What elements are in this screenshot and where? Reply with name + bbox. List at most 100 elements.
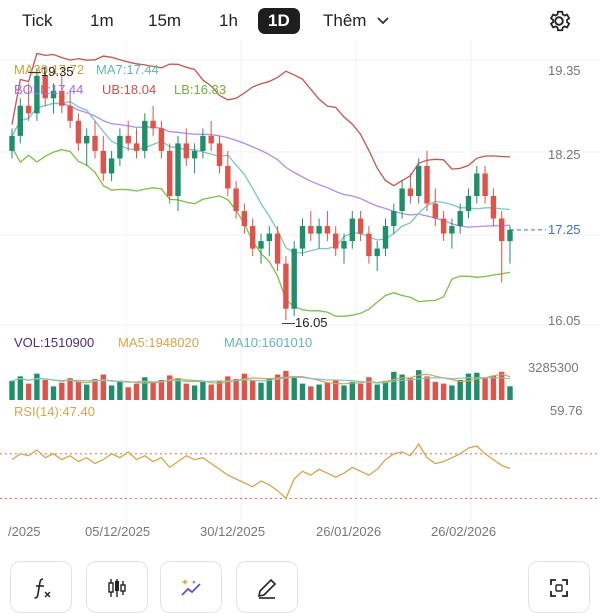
volume-bar (34, 373, 40, 400)
volume-bar (449, 385, 455, 400)
volume-bar (241, 373, 248, 400)
lower-band-label: LB:16.83 (174, 82, 227, 97)
candle-body (241, 211, 248, 227)
candle-body (100, 150, 106, 174)
volume-bar (324, 382, 331, 400)
volume-bar (42, 380, 48, 400)
candle-body (341, 241, 347, 249)
tab-1h[interactable]: 1h (219, 11, 238, 30)
candle-body (474, 173, 480, 196)
volume-bar (349, 381, 355, 400)
candle-body (59, 90, 65, 106)
volume-bar (9, 380, 15, 400)
ma7-label: MA7:17.44 (96, 62, 159, 77)
candle-body (17, 105, 23, 136)
candle-body (440, 218, 447, 234)
candle-body (308, 226, 314, 234)
fullscreen-button[interactable] (528, 561, 590, 613)
volume-bar (341, 385, 347, 400)
high-marker: —19.35 (28, 64, 74, 79)
volume-bar (208, 384, 214, 400)
magic-trend-icon (181, 579, 201, 596)
tab-1d[interactable]: 1D (258, 8, 300, 34)
stock-chart[interactable] (0, 40, 600, 555)
volume-bar (391, 371, 397, 400)
fullscreen-icon (550, 579, 568, 597)
volume-bar (108, 385, 115, 400)
candle-body (216, 143, 223, 166)
candle-body (374, 248, 380, 257)
candle-body (399, 188, 405, 212)
volume-bar (432, 381, 438, 400)
upper-band-label: UB:18.04 (102, 82, 157, 97)
volume-bar (258, 382, 264, 400)
volume-bar (250, 380, 256, 400)
volume-ma5-line (11, 373, 511, 385)
candle-body (507, 229, 513, 242)
candle-body (50, 90, 57, 99)
boll-label: BOLL:17.44 (14, 82, 84, 97)
more-dropdown[interactable]: Thêm (323, 8, 389, 34)
tab-15m[interactable]: 15m (148, 11, 182, 30)
x-axis-label: 26/02/2026 (431, 524, 497, 539)
volume-bar (283, 370, 289, 400)
volume-bar (274, 374, 281, 400)
volume-bar (374, 384, 380, 400)
volume-bar (399, 374, 405, 400)
volume-bar (75, 381, 82, 400)
volume-bar (308, 386, 314, 400)
volume-bar (84, 384, 90, 400)
candle-body (333, 233, 339, 249)
x-axis-label: 05/12/2025 (85, 524, 151, 539)
candle-body (9, 135, 15, 151)
candle-body (324, 226, 331, 234)
price-axis-top: 19.35 (548, 63, 581, 78)
volume-bar (191, 385, 198, 400)
volume-bar (25, 383, 32, 400)
candle-body (158, 128, 165, 151)
candle-body (167, 150, 173, 196)
price-axis-mid: 18.25 (548, 147, 581, 162)
x-axis-label: /2025 (8, 524, 41, 539)
candle-body (208, 135, 214, 144)
chart-type-button[interactable] (86, 561, 148, 613)
candle-body (250, 226, 256, 249)
candle-body (108, 158, 115, 174)
candle-body (499, 218, 505, 242)
candle-body (283, 263, 289, 309)
volume-bar (474, 372, 480, 400)
volume-bar (357, 383, 364, 400)
rsi-line (11, 442, 511, 500)
gear-icon[interactable] (546, 8, 572, 34)
candle-body (150, 120, 156, 129)
volume-bar (291, 376, 297, 400)
ma7-line (11, 100, 511, 254)
candle-body (200, 135, 206, 151)
volume-bar (133, 383, 140, 400)
indicator-button[interactable] (10, 561, 72, 613)
volume-bar (499, 371, 505, 400)
tab-tick[interactable]: Tick (22, 11, 53, 30)
volume-bar (100, 374, 106, 400)
volume-bar (225, 376, 231, 400)
candle-body (424, 165, 430, 204)
candle-body (67, 105, 73, 121)
volume-ma10-line (11, 376, 511, 384)
volume-label: VOL:1510900 (14, 335, 95, 350)
candle-body (457, 211, 463, 227)
candle-body (75, 120, 82, 144)
volume-bar (416, 370, 422, 400)
tab-1m[interactable]: 1m (90, 11, 114, 30)
volume-bar (233, 379, 239, 400)
current-price-label: 17.25 (548, 222, 581, 237)
volume-bar (424, 376, 430, 400)
volume-bar (117, 381, 123, 400)
candle-body (482, 173, 488, 196)
candle-body (490, 196, 497, 219)
volume-bar (150, 382, 156, 400)
draw-button[interactable] (236, 561, 298, 613)
volume-bar (266, 378, 272, 400)
candle-body (391, 211, 397, 227)
volume-bar (407, 378, 414, 400)
ai-analysis-button[interactable] (160, 561, 222, 613)
